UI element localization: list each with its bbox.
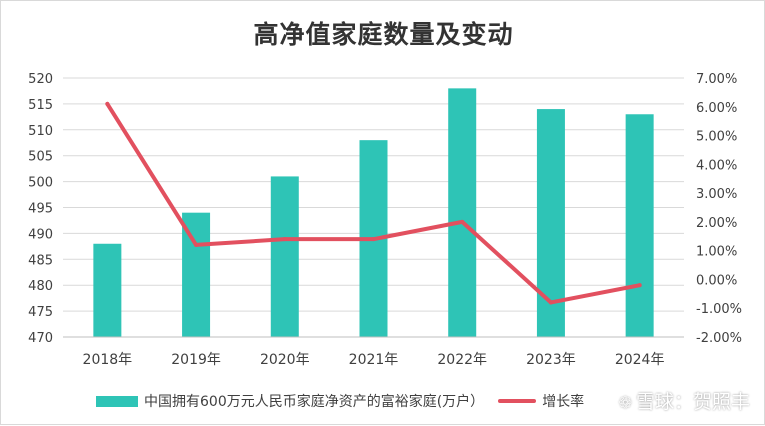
y-left-tick-label: 505	[28, 150, 53, 165]
line-point	[105, 101, 110, 106]
y-left-tick-label: 500	[28, 176, 53, 191]
y-left-tick-label: 490	[28, 227, 53, 242]
line-series	[105, 101, 642, 305]
x-tick-label: 2018年	[83, 352, 133, 368]
watermark-text: 雪球：贺照丰	[635, 391, 750, 413]
x-axis: 2018年 2019年 2020年 2021年 2022年 2023年 2024年	[63, 336, 684, 368]
y-right-tick-label: 7.00%	[696, 72, 737, 87]
line-point	[460, 219, 465, 224]
y-left-tick-label: 475	[28, 305, 53, 320]
line-point	[548, 300, 553, 305]
y-left-tick-label: 510	[28, 124, 53, 139]
watermark: ❁ 雪球：贺照丰	[619, 387, 750, 414]
y-right-tick-label: -2.00%	[696, 331, 742, 346]
x-tick-label: 2020年	[260, 352, 310, 368]
y-axis-left: 470 475 480 485 490 495 500 505 510 515 520	[28, 72, 53, 346]
y-right-tick-label: 3.00%	[696, 187, 737, 202]
snowball-logo-icon: ❁	[618, 393, 632, 412]
legend-bar-swatch	[96, 395, 138, 407]
legend-bar-label: 中国拥有600万元人民币家庭净资产的富裕家庭(万户）	[144, 394, 485, 410]
y-right-tick-label: 4.00%	[696, 158, 737, 173]
x-tick-label: 2021年	[349, 352, 399, 368]
y-right-tick-label: 5.00%	[696, 130, 737, 145]
x-tick-label: 2023年	[526, 352, 576, 368]
x-tick-label: 2019年	[171, 352, 221, 368]
legend-line-swatch	[498, 399, 537, 403]
x-tick-label: 2024年	[615, 352, 665, 368]
line-point	[637, 283, 642, 288]
y-left-tick-label: 515	[28, 98, 53, 113]
bar	[625, 114, 654, 337]
bar	[448, 88, 477, 337]
y-left-tick-label: 485	[28, 253, 53, 268]
y-right-tick-label: 0.00%	[696, 273, 737, 288]
bar	[270, 176, 299, 337]
y-left-tick-label: 520	[28, 72, 53, 87]
chart-title: 高净值家庭数量及变动	[253, 20, 514, 49]
legend: 中国拥有600万元人民币家庭净资产的富裕家庭(万户） 增长率	[96, 389, 584, 413]
y-right-tick-label: 6.00%	[696, 101, 737, 116]
y-right-tick-label: 2.00%	[696, 216, 737, 231]
y-right-tick-label: -1.00%	[696, 302, 742, 317]
y-left-tick-label: 480	[28, 279, 53, 294]
line-point	[282, 237, 287, 242]
line-point	[194, 242, 199, 247]
x-tick-label: 2022年	[437, 352, 487, 368]
y-right-tick-label: 1.00%	[696, 245, 737, 260]
y-left-tick-label: 470	[28, 331, 53, 346]
y-left-tick-label: 495	[28, 202, 53, 217]
line-point	[371, 237, 376, 242]
bar	[93, 243, 122, 337]
legend-line-label: 增长率	[542, 394, 585, 410]
y-axis-right: -2.00% -1.00% 0.00% 1.00% 2.00% 3.00% 4.00% 5.0…	[696, 72, 742, 346]
